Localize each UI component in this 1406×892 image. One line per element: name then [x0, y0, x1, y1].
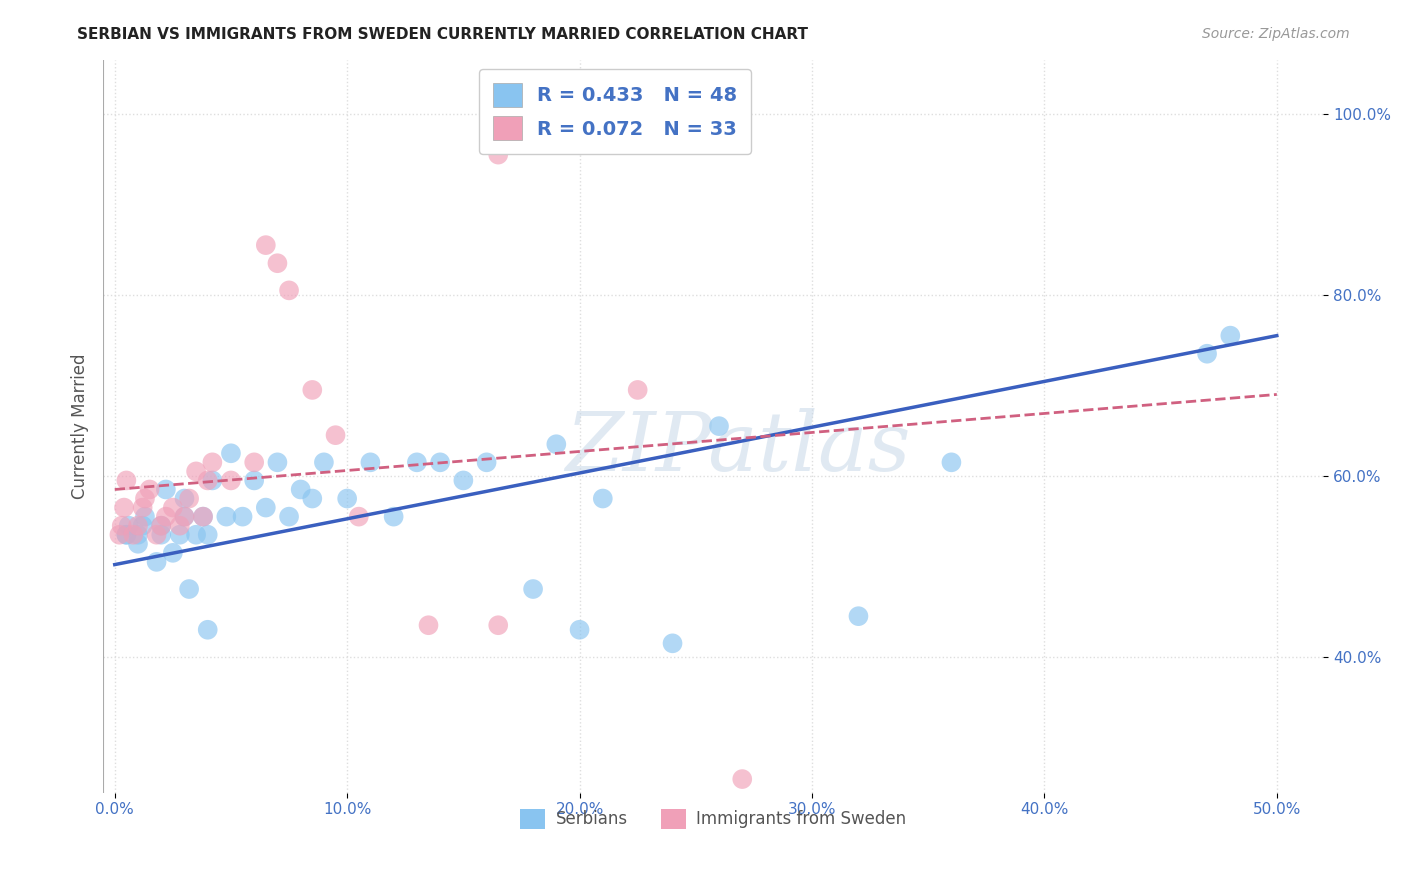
Point	[347, 509, 370, 524]
Point	[568, 623, 591, 637]
Point	[145, 527, 167, 541]
Point	[108, 527, 131, 541]
Point	[191, 509, 214, 524]
Point	[115, 527, 138, 541]
Point	[169, 527, 191, 541]
Point	[486, 147, 509, 161]
Point	[219, 446, 242, 460]
Point	[150, 527, 173, 541]
Point	[312, 455, 335, 469]
Point	[848, 609, 870, 624]
Point	[219, 474, 242, 488]
Point	[301, 383, 323, 397]
Point	[201, 474, 224, 488]
Point	[145, 555, 167, 569]
Point	[173, 491, 195, 506]
Point	[301, 491, 323, 506]
Point	[179, 582, 201, 596]
Point	[1219, 328, 1241, 343]
Point	[115, 527, 138, 541]
Point	[197, 527, 219, 541]
Point	[127, 518, 149, 533]
Point	[197, 623, 219, 637]
Text: SERBIAN VS IMMIGRANTS FROM SWEDEN CURRENTLY MARRIED CORRELATION CHART: SERBIAN VS IMMIGRANTS FROM SWEDEN CURREN…	[77, 27, 808, 42]
Point	[941, 455, 963, 469]
Point	[112, 500, 135, 515]
Point	[1197, 347, 1219, 361]
Point	[215, 509, 238, 524]
Point	[162, 546, 184, 560]
Point	[169, 518, 191, 533]
Point	[486, 618, 509, 632]
Point	[546, 437, 568, 451]
Point	[173, 509, 195, 524]
Point	[336, 491, 359, 506]
Point	[325, 428, 347, 442]
Point	[266, 256, 288, 270]
Point	[150, 518, 173, 533]
Point	[127, 537, 149, 551]
Point	[155, 509, 177, 524]
Point	[122, 527, 145, 541]
Point	[453, 474, 475, 488]
Text: ZIPatlas: ZIPatlas	[565, 409, 910, 488]
Point	[382, 509, 405, 524]
Legend: Serbians, Immigrants from Sweden: Serbians, Immigrants from Sweden	[513, 802, 912, 836]
Text: Source: ZipAtlas.com: Source: ZipAtlas.com	[1202, 27, 1350, 41]
Point	[201, 455, 224, 469]
Point	[707, 419, 730, 434]
Point	[162, 500, 184, 515]
Point	[475, 455, 498, 469]
Point	[266, 455, 288, 469]
Point	[191, 509, 214, 524]
Point	[138, 483, 160, 497]
Point	[254, 500, 277, 515]
Point	[627, 383, 650, 397]
Point	[184, 464, 207, 478]
Point	[115, 474, 138, 488]
Point	[173, 509, 195, 524]
Point	[179, 491, 201, 506]
Point	[134, 491, 156, 506]
Point	[131, 500, 153, 515]
Point	[290, 483, 312, 497]
Point	[150, 518, 173, 533]
Point	[359, 455, 381, 469]
Point	[127, 527, 149, 541]
Point	[131, 518, 153, 533]
Point	[522, 582, 544, 596]
Point	[243, 474, 266, 488]
Point	[278, 284, 301, 298]
Point	[111, 518, 134, 533]
Point	[661, 636, 683, 650]
Point	[118, 518, 141, 533]
Y-axis label: Currently Married: Currently Married	[72, 353, 89, 499]
Point	[243, 455, 266, 469]
Point	[592, 491, 614, 506]
Point	[232, 509, 254, 524]
Point	[429, 455, 451, 469]
Point	[731, 772, 754, 786]
Point	[197, 474, 219, 488]
Point	[406, 455, 429, 469]
Point	[254, 238, 277, 252]
Point	[134, 509, 156, 524]
Point	[184, 527, 207, 541]
Point	[418, 618, 440, 632]
Point	[155, 483, 177, 497]
Point	[278, 509, 301, 524]
